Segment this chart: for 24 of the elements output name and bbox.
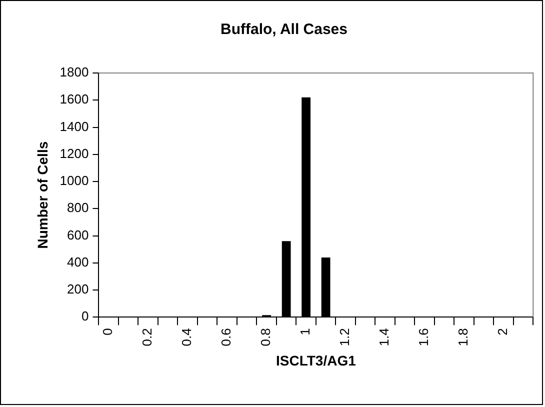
x-tick-label: 0.8 <box>258 328 274 346</box>
x-tick-label: 1.8 <box>456 328 471 346</box>
y-tick-label: 800 <box>67 200 89 216</box>
y-tick-label: 200 <box>67 282 89 297</box>
x-tick-label: 1 <box>298 328 313 336</box>
y-tick-label: 1600 <box>60 92 89 107</box>
chart-title: Buffalo, All Cases <box>220 21 348 38</box>
x-tick-label: 0.6 <box>218 328 234 346</box>
x-tick-label: 1.6 <box>416 328 432 346</box>
x-tick-label: 0 <box>100 328 116 336</box>
x-axis-title: ISCLT3/AG1 <box>276 352 356 368</box>
y-tick-label: 1000 <box>60 173 89 188</box>
y-tick-label: 1200 <box>60 146 89 161</box>
y-axis-title: Number of Cells <box>34 141 50 249</box>
x-tick-label: 2 <box>495 328 510 336</box>
x-tick-label: 1.2 <box>337 328 352 346</box>
y-tick-label: 1400 <box>60 118 89 134</box>
y-tick-label: 0 <box>81 308 89 324</box>
y-tick-label: 400 <box>67 254 89 270</box>
x-tick-label: 0.4 <box>179 328 194 346</box>
y-tick-label: 600 <box>67 227 89 242</box>
x-tick-label: 0.2 <box>140 328 155 346</box>
y-tick-label: 1800 <box>60 64 89 80</box>
x-tick-label: 1.4 <box>376 328 392 346</box>
